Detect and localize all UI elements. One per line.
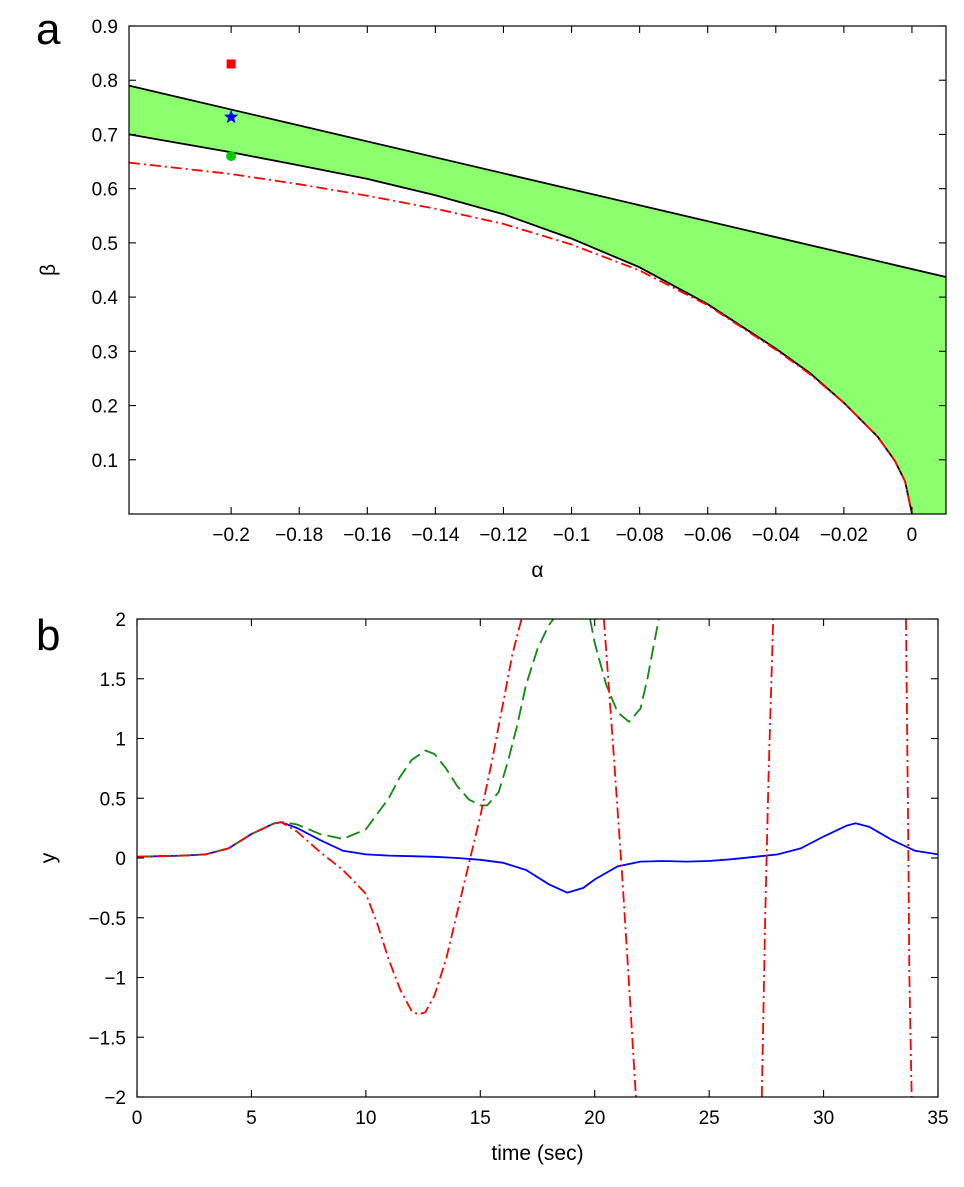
series-dash-dot-line (603, 619, 637, 1097)
y-tick-label: 1 (115, 730, 126, 751)
panel-a-series (129, 161, 913, 514)
x-tick-label: 10 (355, 1108, 376, 1129)
y-tick-label: 0.7 (92, 125, 118, 146)
y-tick-label: 0.9 (92, 17, 118, 38)
series-dash-dot-line (137, 619, 523, 1016)
x-tick-label: 20 (584, 1108, 605, 1129)
x-tick-label: 0 (907, 525, 918, 546)
series-dash-dot-line (760, 619, 775, 1097)
y-tick-label: 1.5 (100, 670, 126, 691)
panel-b-x-axis-label: time (sec) (491, 1142, 583, 1165)
y-tick-label: 0.1 (92, 451, 118, 472)
green-region-fill (129, 85, 946, 514)
series-dash-dot-line (129, 161, 913, 514)
y-tick-label: 0.8 (92, 71, 118, 92)
panel-a-y-axis-label: β (37, 264, 60, 276)
panel-b-label: b (36, 611, 60, 660)
x-tick-label: −0.14 (411, 525, 460, 546)
x-tick-label: −0.16 (343, 525, 391, 546)
circle-marker (226, 151, 237, 162)
upper-boundary-line (128, 84, 947, 278)
y-tick-label: −1 (104, 969, 126, 990)
series-dashed-line (589, 619, 660, 724)
panel-b-ticks: 0 5 10 15 20 25 30 35 −2 −1.5 −1 −0.5 0 0.5 1 1.5 2 (88, 610, 948, 1129)
lower-boundary-line (128, 133, 913, 515)
panel-b: b 0 5 10 15 20 25 30 35 −2 −1.5 −1 −0.5 0 0.5 1 1.5 2 ti… (36, 610, 949, 1165)
panel-a-plot-frame (128, 25, 947, 515)
x-tick-label: −0.12 (479, 525, 527, 546)
x-tick-label: 0 (132, 1108, 143, 1129)
panel-b-series (137, 619, 938, 1097)
x-tick-label: −0.1 (553, 525, 591, 546)
x-tick-label: −0.08 (616, 525, 664, 546)
y-tick-label: 0.5 (100, 789, 126, 810)
series-dashed-line (137, 619, 555, 858)
y-tick-label: 0 (115, 849, 126, 870)
y-tick-label: −2 (104, 1088, 126, 1109)
panel-b-plot-frame (136, 618, 939, 1098)
panel-a-label: a (36, 5, 61, 54)
series-dash-dot-line (905, 619, 913, 1097)
x-tick-label: 25 (699, 1108, 720, 1129)
y-tick-label: −0.5 (88, 909, 126, 930)
y-tick-label: 0.2 (92, 397, 118, 418)
square-marker (226, 59, 236, 69)
x-tick-label: −0.06 (684, 525, 732, 546)
panel-a-ticks: −0.2 −0.18 −0.16 −0.14 −0.12 −0.1 −0.08 −0.06 −0… (92, 17, 946, 546)
x-tick-label: −0.18 (275, 525, 323, 546)
y-tick-label: 0.4 (92, 288, 119, 309)
x-tick-label: 15 (470, 1108, 491, 1129)
y-tick-label: 0.5 (92, 234, 118, 255)
star-marker (224, 109, 239, 124)
y-tick-label: 0.3 (92, 342, 118, 363)
x-tick-label: 5 (246, 1108, 257, 1129)
x-tick-label: −0.04 (752, 525, 801, 546)
x-tick-label: 30 (813, 1108, 834, 1129)
feasible-region (128, 84, 947, 515)
panel-a-x-axis-label: α (531, 559, 543, 582)
x-tick-label: −0.02 (820, 525, 868, 546)
panel-a: a −0.2 −0.18 −0.16 −0.14 −0.12 −0.1 −0.08 −0.06… (36, 5, 947, 582)
series-solid-line (137, 821, 938, 894)
y-tick-label: 2 (115, 610, 126, 631)
x-tick-label: 35 (927, 1108, 948, 1129)
panel-a-markers (224, 59, 239, 162)
y-tick-label: 0.6 (92, 180, 118, 201)
panel-b-y-axis-label: y (37, 852, 60, 863)
y-tick-label: −1.5 (88, 1028, 126, 1049)
x-tick-label: −0.2 (212, 525, 250, 546)
